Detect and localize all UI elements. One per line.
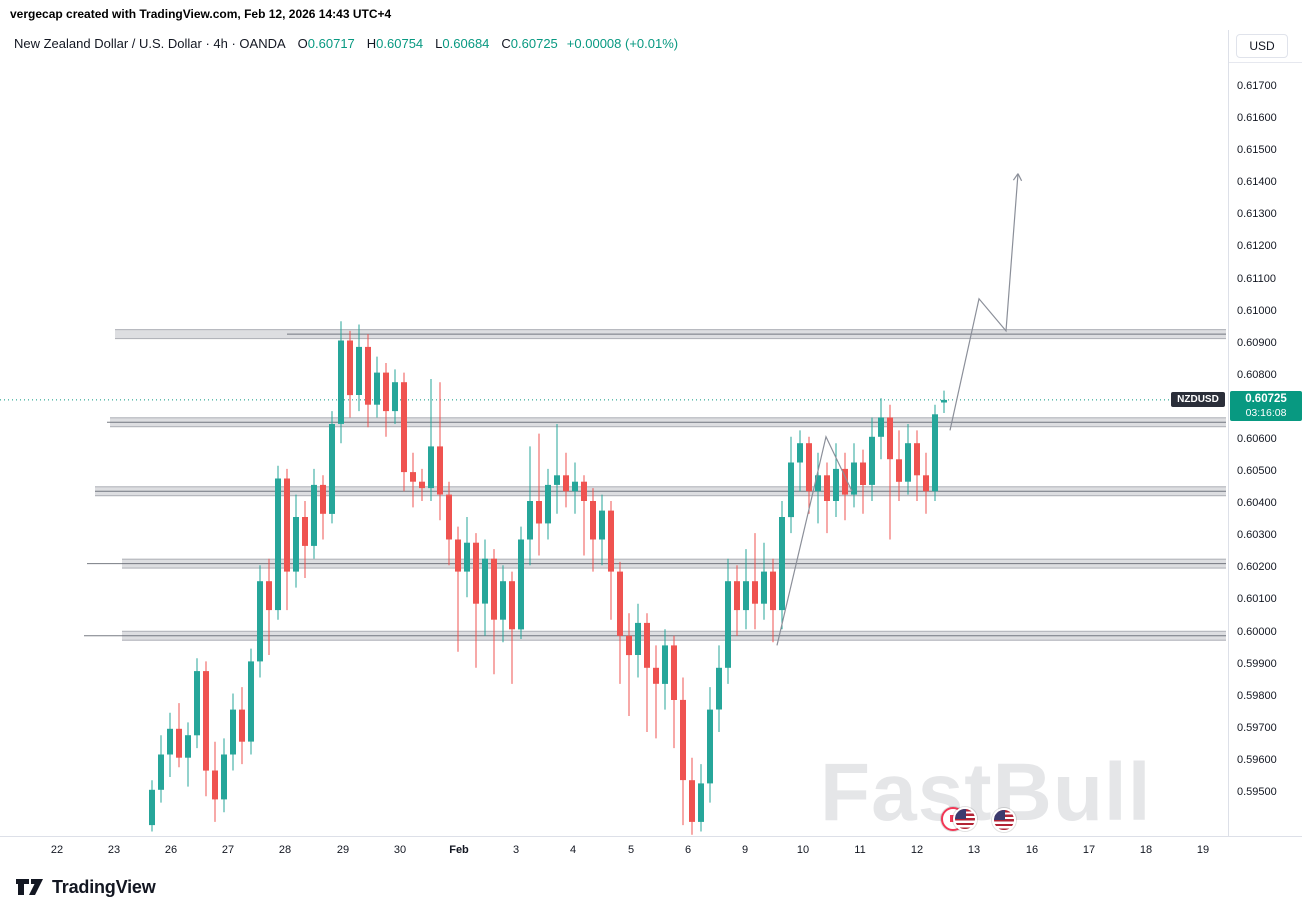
currency-unit-button[interactable]: USD xyxy=(1236,34,1288,58)
economic-events-marker[interactable] xyxy=(992,808,1018,834)
time-axis-label: 5 xyxy=(627,844,635,856)
tradingview-logo[interactable]: TradingView xyxy=(16,876,156,898)
price-axis-label: 0.60900 xyxy=(1237,336,1277,349)
time-axis-label: 16 xyxy=(1025,844,1039,856)
price-axis-label: 0.61400 xyxy=(1237,176,1277,189)
chart-area[interactable]: FastBull New Zealand Dollar / U.S. Dolla… xyxy=(0,30,1228,838)
time-axis-label: 11 xyxy=(854,844,866,856)
symbol-legend: New Zealand Dollar / U.S. Dollar · 4h · … xyxy=(14,36,678,51)
price-change: +0.00008 (+0.01%) xyxy=(566,36,679,51)
ohlc-high: H0.60754 xyxy=(366,36,424,51)
price-axis-header: USD xyxy=(1229,30,1302,63)
price-axis-label: 0.59500 xyxy=(1237,786,1277,798)
ohlc-close: C0.60725 xyxy=(501,36,558,51)
time-axis-label: 27 xyxy=(221,844,235,856)
tradingview-logo-icon xyxy=(16,879,43,895)
footer: TradingView xyxy=(0,868,1302,921)
price-axis-label: 0.61100 xyxy=(1237,272,1276,285)
price-axis-label: 0.60600 xyxy=(1237,433,1277,445)
time-axis-label: 22 xyxy=(50,844,64,856)
time-axis-label: 12 xyxy=(910,844,924,856)
price-axis-label: 0.61300 xyxy=(1237,208,1277,221)
chart-widget: FastBull New Zealand Dollar / U.S. Dolla… xyxy=(0,30,1302,865)
fastbull-watermark: FastBull xyxy=(820,747,1152,838)
time-axis-label: 13 xyxy=(967,844,981,856)
price-axis-label: 0.60000 xyxy=(1237,625,1277,638)
price-axis-label: 0.60500 xyxy=(1237,465,1277,478)
tradingview-logo-text: TradingView xyxy=(52,876,156,897)
price-axis-label: 0.59900 xyxy=(1237,657,1277,670)
us-flag-icon[interactable] xyxy=(953,807,977,831)
price-axis[interactable]: USD 0.61700 0.61600 0.61500 0.61400 0.61300 0… xyxy=(1228,30,1302,864)
time-axis-label: 23 xyxy=(107,844,121,856)
price-axis-label: 0.61500 xyxy=(1237,144,1277,157)
price-axis-label: 0.61700 xyxy=(1237,80,1277,92)
time-axis-label: 29 xyxy=(336,844,350,856)
economic-events-marker[interactable] xyxy=(941,807,981,833)
price-axis-label: 0.60800 xyxy=(1237,368,1277,381)
time-axis-label: 17 xyxy=(1082,844,1096,856)
bar-countdown: 03:16:08 xyxy=(1245,406,1287,419)
current-price-value: 0.60725 xyxy=(1245,392,1287,405)
creator-watermark: vergecap created with TradingView.com, F… xyxy=(10,7,392,21)
price-axis-label: 0.60200 xyxy=(1237,561,1277,574)
price-axis-label: 0.61000 xyxy=(1237,304,1277,317)
time-axis[interactable]: 22 23 26 27 28 29 30 Feb 3 4 5 6 9 10 11 12 13 16 17 18 19 xyxy=(0,836,1302,865)
price-axis-label: 0.60400 xyxy=(1237,497,1277,510)
time-axis-label: 26 xyxy=(164,844,178,856)
price-axis-label: 0.59700 xyxy=(1237,721,1277,734)
price-axis-label: 0.59800 xyxy=(1237,689,1277,702)
time-axis-label: 28 xyxy=(278,844,292,856)
time-axis-label: 19 xyxy=(1196,844,1210,856)
time-axis-label: 6 xyxy=(684,844,692,856)
time-axis-label: 30 xyxy=(393,844,407,856)
time-axis-label: 10 xyxy=(796,844,810,856)
ohlc-low: L0.60684 xyxy=(435,36,490,51)
price-axis-label: 0.61200 xyxy=(1237,240,1277,253)
time-axis-label: 4 xyxy=(569,844,577,856)
symbol-price-tag: NZDUSD xyxy=(1171,391,1225,407)
ohlc-open: O0.60717 xyxy=(297,36,355,51)
current-price-label: 0.60725 03:16:08 xyxy=(1230,390,1302,421)
time-axis-label: 3 xyxy=(512,844,520,856)
price-axis-label: 0.60100 xyxy=(1237,593,1277,606)
us-flag-icon[interactable] xyxy=(992,808,1016,832)
price-axis-label: 0.59600 xyxy=(1237,753,1277,766)
price-axis-label: 0.60300 xyxy=(1237,529,1277,542)
price-axis-label: 0.61600 xyxy=(1237,112,1277,125)
symbol-title[interactable]: New Zealand Dollar / U.S. Dollar · 4h · … xyxy=(14,36,286,51)
time-axis-label: 18 xyxy=(1139,844,1153,856)
time-axis-label: 9 xyxy=(741,844,749,856)
candlestick-chart[interactable] xyxy=(0,30,1228,836)
time-axis-label: Feb xyxy=(449,844,469,856)
